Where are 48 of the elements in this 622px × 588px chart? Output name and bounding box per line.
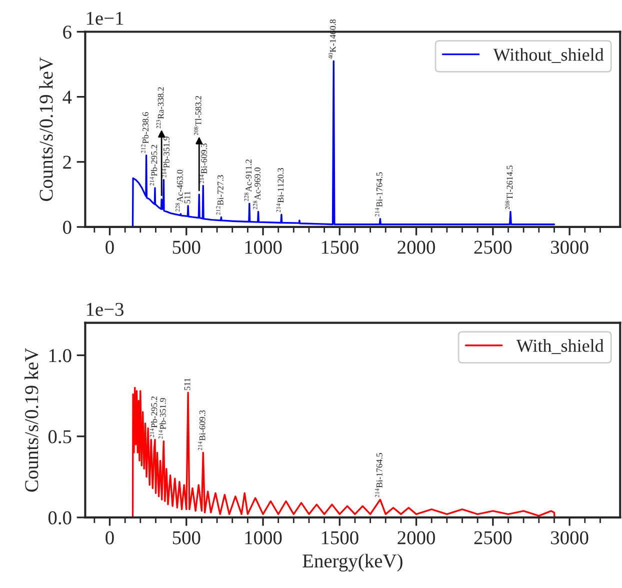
legend-label: With_shield bbox=[516, 339, 604, 354]
text: 1e−1 bbox=[86, 12, 124, 25]
annotation: $^{214}$Pb-295.2 bbox=[150, 396, 158, 438]
x-tick-label: 500 bbox=[172, 240, 200, 254]
annotation: $^{208}$Tl-2614.5 bbox=[505, 166, 513, 210]
annotation: $^{214}$Bi-1120.3 bbox=[276, 168, 284, 212]
x-tick-label: 500 bbox=[172, 531, 200, 544]
y-tick-label: 6 bbox=[63, 26, 72, 39]
annotation: $^{214}$Bi-609.3 bbox=[200, 143, 207, 184]
annotation: $^{214}$Bi-609.3 bbox=[198, 410, 206, 450]
x-tick-label: 0 bbox=[106, 240, 114, 254]
y-tick-label: 0 bbox=[63, 220, 72, 234]
x-tick-label: 3000 bbox=[551, 531, 588, 544]
legend-label: Without_shield bbox=[493, 48, 604, 63]
x-tick-label: 1500 bbox=[322, 531, 358, 544]
annotation: $^{40}$K-1460.8 bbox=[328, 19, 336, 59]
x-tick-label: 0 bbox=[106, 531, 114, 544]
y-axis-title: Counts/s/0.19 keV bbox=[24, 348, 38, 492]
y-tick-label: 0.5 bbox=[48, 430, 72, 444]
y-tick-label: 1.0 bbox=[49, 349, 72, 362]
annotation: $^{208}$Tl-583.2 bbox=[194, 96, 202, 136]
x-tick-label: 2000 bbox=[398, 531, 435, 544]
annotation: $^{214}$Pb-295.2 bbox=[150, 144, 158, 186]
annotation: 511 bbox=[184, 378, 190, 390]
annotation: $^{228}$Ac-463.0 bbox=[176, 170, 183, 212]
x-tick-label: 1500 bbox=[322, 240, 358, 254]
annotation: $^{212}$Pb-238.6 bbox=[141, 112, 148, 154]
x-tick-label: 2000 bbox=[398, 240, 435, 254]
annotation: $^{212}$Bi-727.3 bbox=[216, 175, 224, 215]
x-tick-label: 1000 bbox=[245, 240, 282, 254]
y-axis-title: Counts/s/0.19 keV bbox=[39, 57, 53, 201]
text: 1e−3 bbox=[86, 302, 124, 316]
annotation: $^{228}$Ac-911.2 bbox=[244, 160, 252, 202]
annotation: $^{228}$Ac-969.0 bbox=[253, 168, 260, 210]
y-tick-label: 0.0 bbox=[48, 511, 72, 524]
x-axis-title: Energy(keV) bbox=[302, 554, 402, 572]
annotation: $^{214}$Pb-351.9 bbox=[162, 136, 170, 178]
x-tick-label: 2500 bbox=[474, 531, 512, 544]
x-tick-label: 3000 bbox=[551, 240, 588, 254]
x-tick-label: 1000 bbox=[245, 531, 282, 544]
annotation: $^{214}$Bi-1764.5 bbox=[375, 453, 382, 498]
y-tick-label: 4 bbox=[62, 90, 72, 104]
annotation: 511 bbox=[184, 192, 190, 204]
annotation: $^{214}$Bi-1764.5 bbox=[375, 172, 382, 217]
annotation: $^{214}$Pb-351.9 bbox=[158, 398, 166, 439]
x-tick-label: 2500 bbox=[474, 240, 512, 254]
y-tick-label: 2 bbox=[63, 156, 71, 169]
annotation: $^{223}$Ra-338.2 bbox=[156, 87, 164, 128]
